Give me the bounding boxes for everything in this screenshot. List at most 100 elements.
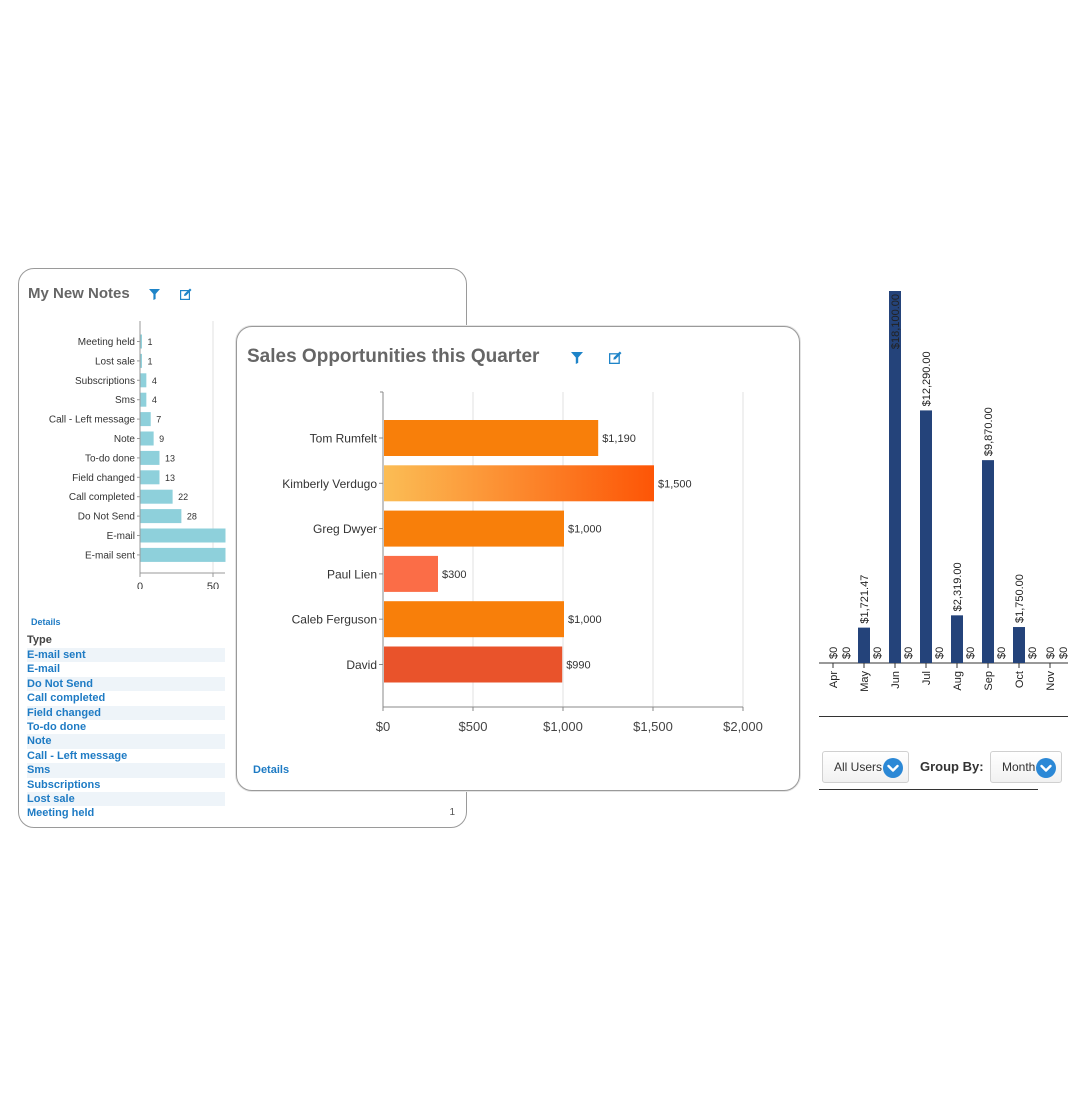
group-by-dropdown[interactable]: Month [990, 751, 1062, 783]
type-row[interactable]: Subscriptions [27, 778, 459, 792]
x-tick-label: $0 [376, 719, 390, 734]
bar [384, 420, 599, 456]
category-label: Tom Rumfelt [310, 432, 378, 446]
type-link[interactable]: To-do done [27, 720, 87, 733]
chevron-down-icon [1036, 758, 1056, 778]
value-label: 7 [156, 415, 161, 425]
type-row[interactable]: Sms [27, 763, 459, 778]
x-tick-label: $1,500 [633, 719, 673, 734]
value-label: $1,000 [568, 614, 602, 626]
value-label: $0 [841, 647, 853, 659]
value-label: $0 [828, 647, 840, 659]
type-row[interactable]: E-mail sent [27, 648, 459, 663]
bar [140, 412, 151, 427]
x-tick-label: Sep [983, 671, 995, 691]
value-label: $2,319.00 [952, 562, 964, 611]
value-label: $1,750.00 [1014, 574, 1026, 623]
x-tick-label: 50 [207, 581, 219, 589]
type-link[interactable]: Call - Left message [27, 749, 128, 762]
users-dropdown[interactable]: All Users [822, 751, 909, 783]
bar [858, 627, 870, 663]
sales-bar-chart: Tom Rumfelt $1,190 Kimberly Verdugo $1,500 G… [282, 391, 763, 734]
category-label: Call - Left message [49, 415, 136, 426]
type-link[interactable]: Do Not Send [27, 677, 93, 690]
value-label: $0 [965, 647, 977, 659]
value-label: 4 [152, 376, 157, 386]
type-link[interactable]: Lost sale [27, 792, 75, 805]
bar [140, 547, 226, 562]
bar [140, 431, 154, 446]
type-link[interactable]: Note [27, 735, 52, 748]
type-link[interactable]: Field changed [27, 706, 101, 719]
type-link[interactable]: E-mail sent [27, 649, 86, 661]
type-row[interactable]: Field changed [27, 705, 459, 721]
category-label: Greg Dwyer [313, 522, 377, 536]
type-row[interactable]: E-mail [27, 662, 459, 676]
type-link[interactable]: Call completed [27, 692, 106, 705]
edit-icon[interactable] [609, 351, 622, 364]
value-label: $300 [442, 569, 466, 581]
value-label: $0 [1058, 647, 1070, 659]
value-label: 1 [147, 337, 152, 347]
category-label: Kimberly Verdugo [282, 477, 377, 491]
category-label: Paul Lien [327, 567, 377, 581]
x-tick-label: 0 [137, 581, 143, 589]
value-label: $0 [934, 647, 946, 659]
x-tick-label: $2,000 [723, 719, 763, 734]
value-label: 22 [178, 492, 188, 502]
type-row[interactable]: Lost sale [27, 791, 459, 807]
value-label: $18,100.00 [890, 294, 902, 349]
x-tick-label: $1,000 [543, 719, 583, 734]
category-label: Call completed [69, 492, 135, 503]
notes-details-link[interactable]: Details [31, 617, 61, 627]
bar [889, 291, 901, 663]
type-row[interactable]: Note [27, 734, 459, 750]
bar [982, 460, 994, 663]
x-tick-label: Nov [1045, 671, 1057, 691]
bar [140, 334, 142, 349]
type-row[interactable]: To-do done [27, 720, 459, 734]
value-label: 9 [159, 434, 164, 444]
category-label: David [346, 658, 377, 672]
type-row[interactable]: Call completed [27, 691, 459, 705]
value-label: $990 [566, 660, 590, 672]
type-link[interactable]: E-mail [27, 663, 61, 676]
value-label: $12,290.00 [921, 351, 933, 406]
x-tick-label: Jul [921, 671, 933, 685]
category-label: Subscriptions [75, 376, 135, 387]
type-row[interactable]: Meeting held 1 [27, 806, 459, 820]
type-link[interactable]: Meeting held [27, 807, 95, 820]
type-link[interactable]: Subscriptions [27, 778, 101, 791]
group-by-dropdown-value: Month [1002, 760, 1036, 774]
sales-details-link[interactable]: Details [253, 764, 290, 776]
x-tick-label: Oct [1014, 671, 1026, 688]
bar [140, 509, 182, 524]
category-label: E-mail sent [85, 550, 135, 561]
x-tick-label: Aug [952, 671, 964, 691]
category-label: To-do done [85, 453, 135, 464]
filter-icon[interactable] [149, 289, 160, 300]
category-label: Field changed [72, 473, 135, 484]
value-label: $1,721.47 [859, 575, 871, 624]
bar [384, 555, 438, 592]
value-label: $0 [872, 647, 884, 659]
edit-icon[interactable] [180, 288, 192, 300]
filter-icon[interactable] [571, 352, 583, 364]
bar [140, 489, 173, 504]
bar [140, 392, 147, 407]
type-list: E-mail sent E-mail Do Not Send Call complet… [27, 648, 459, 821]
type-row[interactable]: Call - Left message [27, 749, 459, 763]
sales-panel: Sales Opportunities this Quarter Tom Rum… [236, 326, 800, 791]
bar [140, 528, 226, 543]
monthly-bar-chart: $0 $0Apr$1,721.47$0May$18,100.00$0Jun$12,… [819, 291, 1070, 692]
bar [384, 465, 654, 502]
value-label: 4 [152, 395, 157, 405]
bar [1013, 627, 1025, 663]
value-label: 1 [147, 356, 152, 366]
type-link[interactable]: Sms [27, 764, 51, 777]
type-row[interactable]: Do Not Send [27, 676, 459, 692]
category-label: Sms [115, 395, 135, 406]
category-label: Note [114, 434, 136, 445]
bar [384, 510, 564, 547]
value-label: 13 [165, 453, 175, 463]
